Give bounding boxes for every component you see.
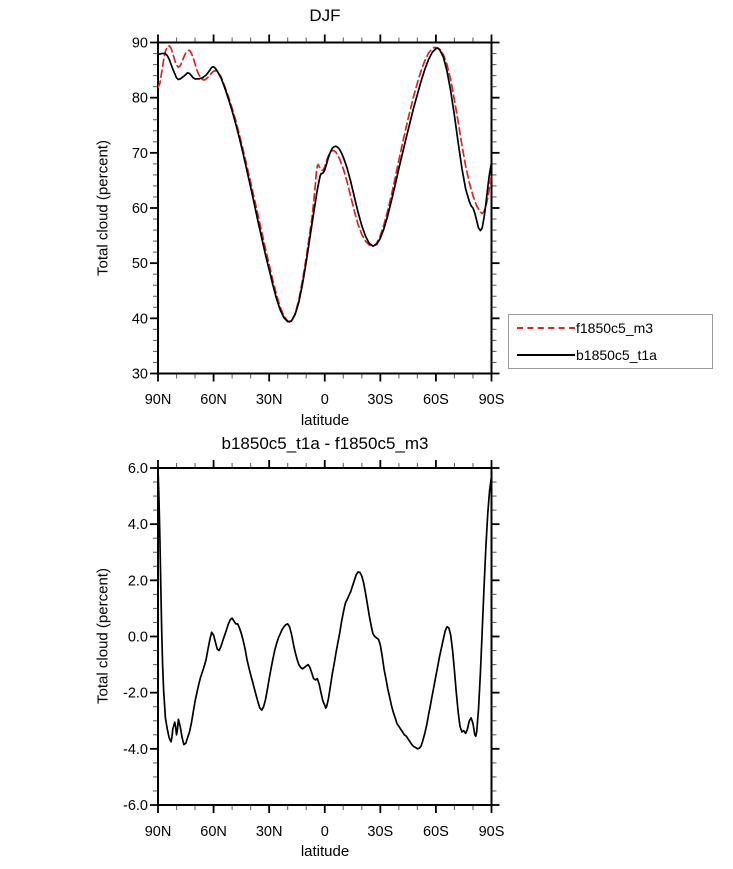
bottom-chart-title: b1850c5_t1a - f1850c5_m3 [221,434,429,453]
y-tick-label: -4.0 [123,742,148,758]
x-tick-label: 0 [321,824,329,840]
x-tick-label: 0 [321,392,329,408]
legend-label: b1850c5_t1a [576,346,657,363]
legend-entry-b1850c5-t1a: b1850c5_t1a [509,342,712,368]
x-tick-label: 90S [479,824,505,840]
y-tick-label: -6.0 [123,798,148,814]
series-line-f1850c5_m3 [158,44,492,324]
x-tick-label: 30N [256,824,283,840]
x-tick-label: 30N [256,392,283,408]
y-tick-label: 50 [132,256,148,272]
plot-frame [157,41,493,375]
bottom-chart-xlabel: latitude [300,843,350,860]
top-chart-plot: 90N 60N 30N 0 30S 60S 90S 30 40 50 60 70 80 90 [132,34,505,409]
x-tick-label: 60N [200,392,227,408]
y-tick-label: 4.0 [128,517,148,533]
y-tick-label: 90 [132,36,148,52]
tick-labels: 90N 60N 30N 0 30S 60S 90S -6.0 -4.0 -2.0 0.0 2.0 4.0… [123,461,504,840]
x-tick-label: 60N [200,824,227,840]
legend-line-red-dashed [517,327,575,330]
y-tick-label: 6.0 [128,461,148,477]
series-line-b1850c5_t1a [158,47,492,323]
top-chart-xlabel: latitude [300,412,350,429]
tick-labels: 90N 60N 30N 0 30S 60S 90S 30 40 50 60 70 80 90 [132,36,505,409]
legend-line-black-solid [517,353,575,356]
bottom-chart-ylabel: Total cloud (percent) [94,568,112,704]
x-tick-label: 60S [423,392,449,408]
y-tick-label: 60 [132,201,148,217]
top-chart-title: DJF [309,6,341,25]
x-tick-label: 60S [423,824,449,840]
bottom-chart-plot: 90N 60N 30N 0 30S 60S 90S -6.0 -4.0 -2.0 0.0 2.0 4.0… [123,460,504,840]
top-chart-ylabel: Total cloud (percent) [94,140,112,276]
y-tick-label: 80 [132,91,148,107]
x-tick-label: 90N [145,824,172,840]
y-tick-label: 70 [132,146,148,162]
x-tick-label: 90N [145,392,172,408]
axis-ticks [150,34,500,382]
y-tick-label: 40 [132,311,148,327]
y-tick-label: 2.0 [128,573,148,589]
x-tick-label: 90S [479,392,505,408]
series-line-difference [158,467,492,750]
axis-ticks [150,460,500,813]
x-tick-label: 30S [367,392,393,408]
legend-box: f1850c5_m3 b1850c5_t1a [508,314,713,369]
legend-entry-f1850c5-m3: f1850c5_m3 [509,315,712,341]
y-tick-label: 0.0 [128,630,148,646]
y-tick-label: 30 [132,367,148,383]
plot-frame [157,467,493,806]
legend-label: f1850c5_m3 [576,320,654,337]
x-tick-label: 30S [367,824,393,840]
y-tick-label: -2.0 [123,686,148,702]
